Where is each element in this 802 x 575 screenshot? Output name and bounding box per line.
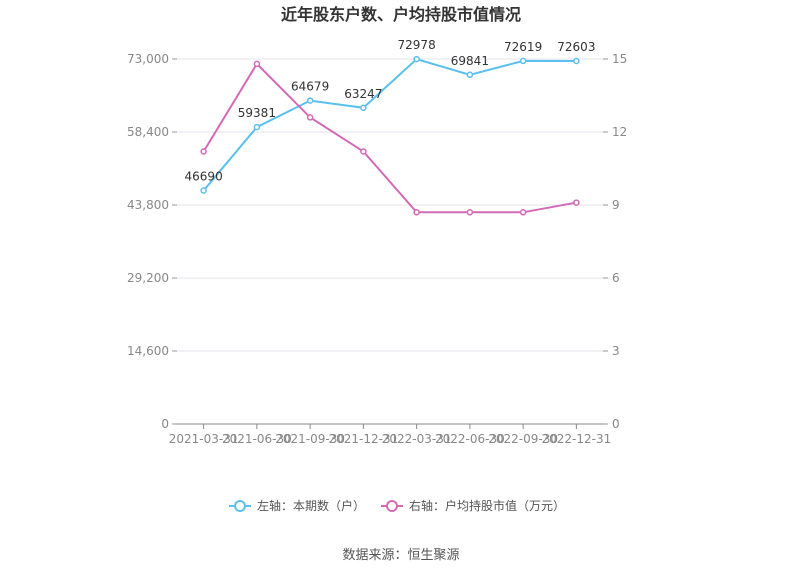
legend-marker [386,500,398,512]
series-1-point [306,97,314,104]
series-1-point [253,123,261,131]
series-2-point [413,209,420,216]
series-1-point [519,57,527,65]
right-tick-label: 0 [612,417,620,431]
data-label: 46690 [185,170,223,184]
x-tick-label: 2021-03-31 [169,432,239,446]
series-2-point [253,60,261,68]
chart-title: 近年股东户数、户均持股市值情况 [281,5,521,24]
series-2-point [466,209,474,216]
data-label: 64679 [291,80,329,94]
data-labels: 46690 59381 64679 63247 72978 69841 72619 72603 [185,38,596,183]
series-1-point [200,187,207,194]
series-2-point [360,148,367,155]
right-tick-label: 3 [612,344,620,358]
data-label: 72619 [504,40,542,54]
grid-lines [177,58,603,352]
left-tick-label: 0 [161,417,169,431]
series-1-point [413,55,420,63]
axes: 0 0 14,600 3 29,200 6 43,800 9 58,400 12 73,000 15 2… [127,52,627,446]
series-2-point [200,148,207,155]
left-tick-label: 58,400 [127,125,169,139]
source-note: 数据来源：恒生聚源 [342,548,459,563]
series-line-2 [202,62,577,214]
left-tick-label: 43,800 [127,198,169,212]
series-line-1 [202,57,577,192]
right-tick-label: 12 [612,125,627,139]
series-1-point [360,104,367,112]
x-tick-label: 2022-12-31 [542,432,612,446]
x-tick-label: 2022-09-30 [488,432,558,446]
legend-marker [234,500,246,512]
legend-label: 右轴：户均持股市值（万元） [409,498,565,513]
legend-label: 左轴：本期数（户） [257,498,365,513]
x-tick-label: 2021-06-30 [222,432,292,446]
series-2-point [306,114,314,121]
series-1-point [466,71,474,79]
x-tick-label: 2022-06-30 [435,432,505,446]
left-tick-label: 73,000 [127,52,169,66]
data-label: 59381 [238,106,276,120]
data-label: 72978 [398,38,436,52]
series-1-point [573,57,580,65]
right-tick-label: 15 [612,52,627,66]
data-label: 69841 [451,54,489,68]
left-tick-label: 29,200 [127,271,169,285]
legend-item-2[interactable]: 右轴：户均持股市值（万元） [381,498,565,513]
data-label: 72603 [557,40,595,54]
series-2-point [573,199,580,206]
legend-item-1[interactable]: 左轴：本期数（户） [229,498,365,513]
data-label: 63247 [344,87,382,101]
legend[interactable]: 左轴：本期数（户） 右轴：户均持股市值（万元） [229,498,565,513]
right-tick-label: 6 [612,271,620,285]
x-tick-label: 2022-03-31 [382,432,452,446]
x-tick-label: 2021-12-31 [329,432,399,446]
series-layer [200,55,580,216]
series-2-point [519,209,527,216]
right-tick-label: 9 [612,198,620,212]
x-tick-label: 2021-09-30 [275,432,345,446]
left-tick-label: 14,600 [127,344,169,358]
